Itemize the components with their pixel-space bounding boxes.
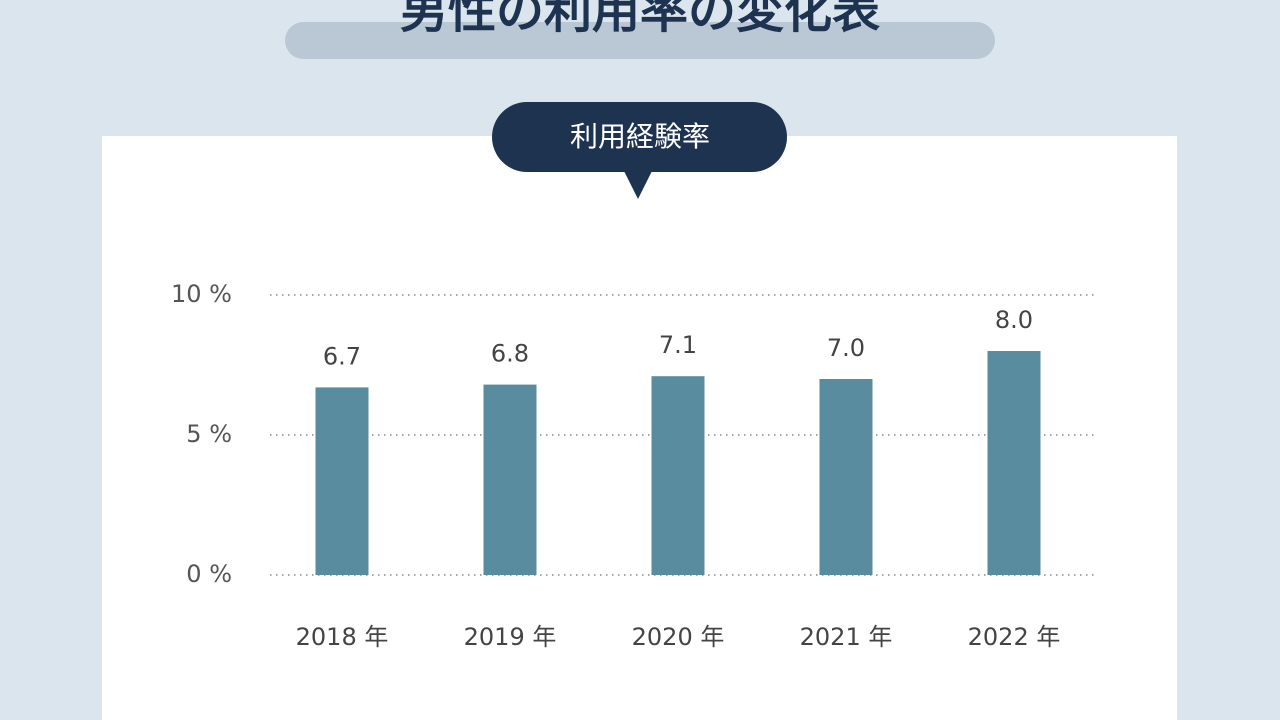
value-label: 7.1 <box>659 331 697 359</box>
chart-title: 男性の利用率の変化表 <box>400 0 880 39</box>
x-tick-label: 2019 年 <box>464 623 557 651</box>
y-tick-label: 5 % <box>186 420 232 448</box>
y-tick-label: 10 % <box>171 280 232 308</box>
x-tick-label: 2020 年 <box>632 623 725 651</box>
bar <box>483 384 537 575</box>
badge <box>492 102 787 172</box>
x-tick-label: 2021 年 <box>800 623 893 651</box>
bar <box>315 387 369 575</box>
x-tick-label: 2022 年 <box>968 623 1061 651</box>
chart-subtitle: 利用経験率 <box>570 120 710 153</box>
bar <box>819 379 873 575</box>
value-label: 7.0 <box>827 334 865 362</box>
value-label: 6.7 <box>323 342 361 370</box>
badge-pointer <box>624 171 652 199</box>
x-tick-label: 2018 年 <box>296 623 389 651</box>
y-tick-label: 0 % <box>186 560 232 588</box>
bar <box>987 351 1041 575</box>
value-label: 6.8 <box>491 340 529 368</box>
bar <box>651 376 705 575</box>
value-label: 8.0 <box>995 306 1033 334</box>
title-pill <box>285 22 995 59</box>
